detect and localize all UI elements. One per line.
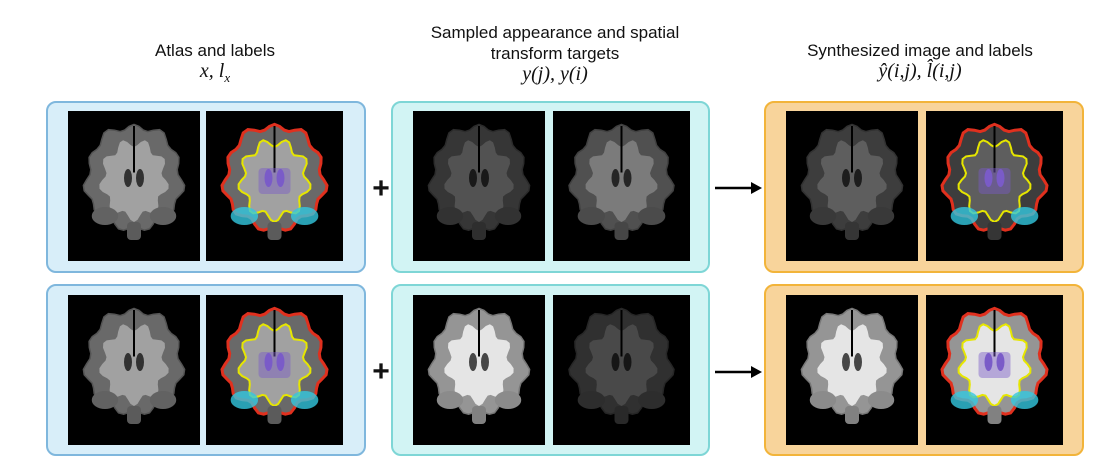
target-appearance-row2: [413, 295, 545, 445]
target-appearance-row1: [413, 111, 545, 261]
atlas-labels-row1: [206, 111, 343, 261]
sampled-header: Sampled appearance and spatial transform…: [390, 22, 720, 85]
plus-sign-row2: +: [372, 355, 390, 388]
brain-slice-shape: [427, 307, 531, 424]
arrow-icon-row2: [715, 366, 762, 378]
brain-slice-shape: [940, 306, 1049, 424]
brain-slice-shape: [427, 123, 531, 240]
sampled-header-line1: Sampled appearance and spatial: [430, 23, 680, 42]
brain-slice-shape: [568, 307, 675, 424]
brain-slice-shape: [568, 123, 675, 240]
brain-slice-shape: [82, 307, 186, 424]
sampled-header-math: y(j), y(i): [522, 63, 588, 85]
brain-slice-shape: [800, 307, 904, 424]
synth-labels-row2: [926, 295, 1063, 445]
sampled-header-line2: transform targets: [490, 44, 620, 63]
plus-sign-row1: +: [372, 172, 390, 205]
target-transform-row1: [553, 111, 690, 261]
atlas-header: Atlas and labels x, lx: [100, 40, 330, 88]
synth-image-row1: [786, 111, 918, 261]
atlas-image-row1: [68, 111, 200, 261]
synth-header-title: Synthesized image and labels: [807, 41, 1033, 60]
synth-image-row2: [786, 295, 918, 445]
brain-slice-shape: [220, 122, 329, 240]
arrow-icon-row1: [715, 182, 762, 194]
synth-header: Synthesized image and labels ŷ(i,j), l̂(…: [770, 40, 1070, 82]
brain-slice-shape: [220, 306, 329, 424]
brain-slice-shape: [800, 123, 904, 240]
atlas-header-title: Atlas and labels: [154, 41, 276, 60]
atlas-header-math: x, lx: [199, 60, 231, 86]
atlas-image-row2: [68, 295, 200, 445]
synth-header-math: ŷ(i,j), l̂(i,j): [878, 60, 962, 82]
atlas-labels-row2: [206, 295, 343, 445]
target-transform-row2: [553, 295, 690, 445]
brain-slice-shape: [940, 122, 1049, 240]
brain-slice-shape: [82, 123, 186, 240]
synth-labels-row1: [926, 111, 1063, 261]
